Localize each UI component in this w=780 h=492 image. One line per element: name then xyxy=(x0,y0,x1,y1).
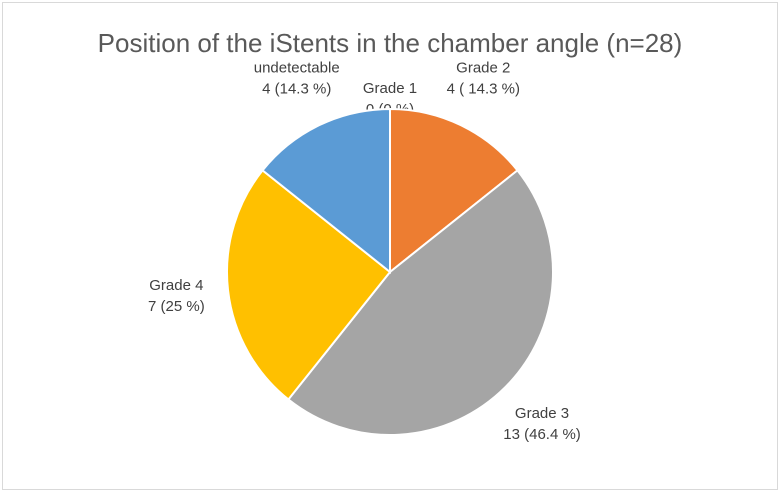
pie-slice xyxy=(226,168,392,401)
slice-value-label: 7 (25 %) xyxy=(148,298,205,315)
slice-category-label: Grade 1 xyxy=(363,80,417,97)
pie-slice xyxy=(286,168,554,436)
slice-category-label: undetectable xyxy=(254,59,340,76)
slice-value-label: 4 (14.3 %) xyxy=(262,80,331,97)
slice-value-label: 13 (46.4 %) xyxy=(503,426,581,443)
slice-category-label: Grade 3 xyxy=(515,405,569,422)
chart-title: Position of the iStents in the chamber a… xyxy=(98,28,683,58)
pie-slice xyxy=(389,107,519,275)
slice-value-label: 4 ( 14.3 %) xyxy=(447,80,520,97)
pie-slice xyxy=(261,107,391,275)
slice-category-label: Grade 4 xyxy=(149,277,203,294)
slice-category-label: Grade 2 xyxy=(456,59,510,76)
